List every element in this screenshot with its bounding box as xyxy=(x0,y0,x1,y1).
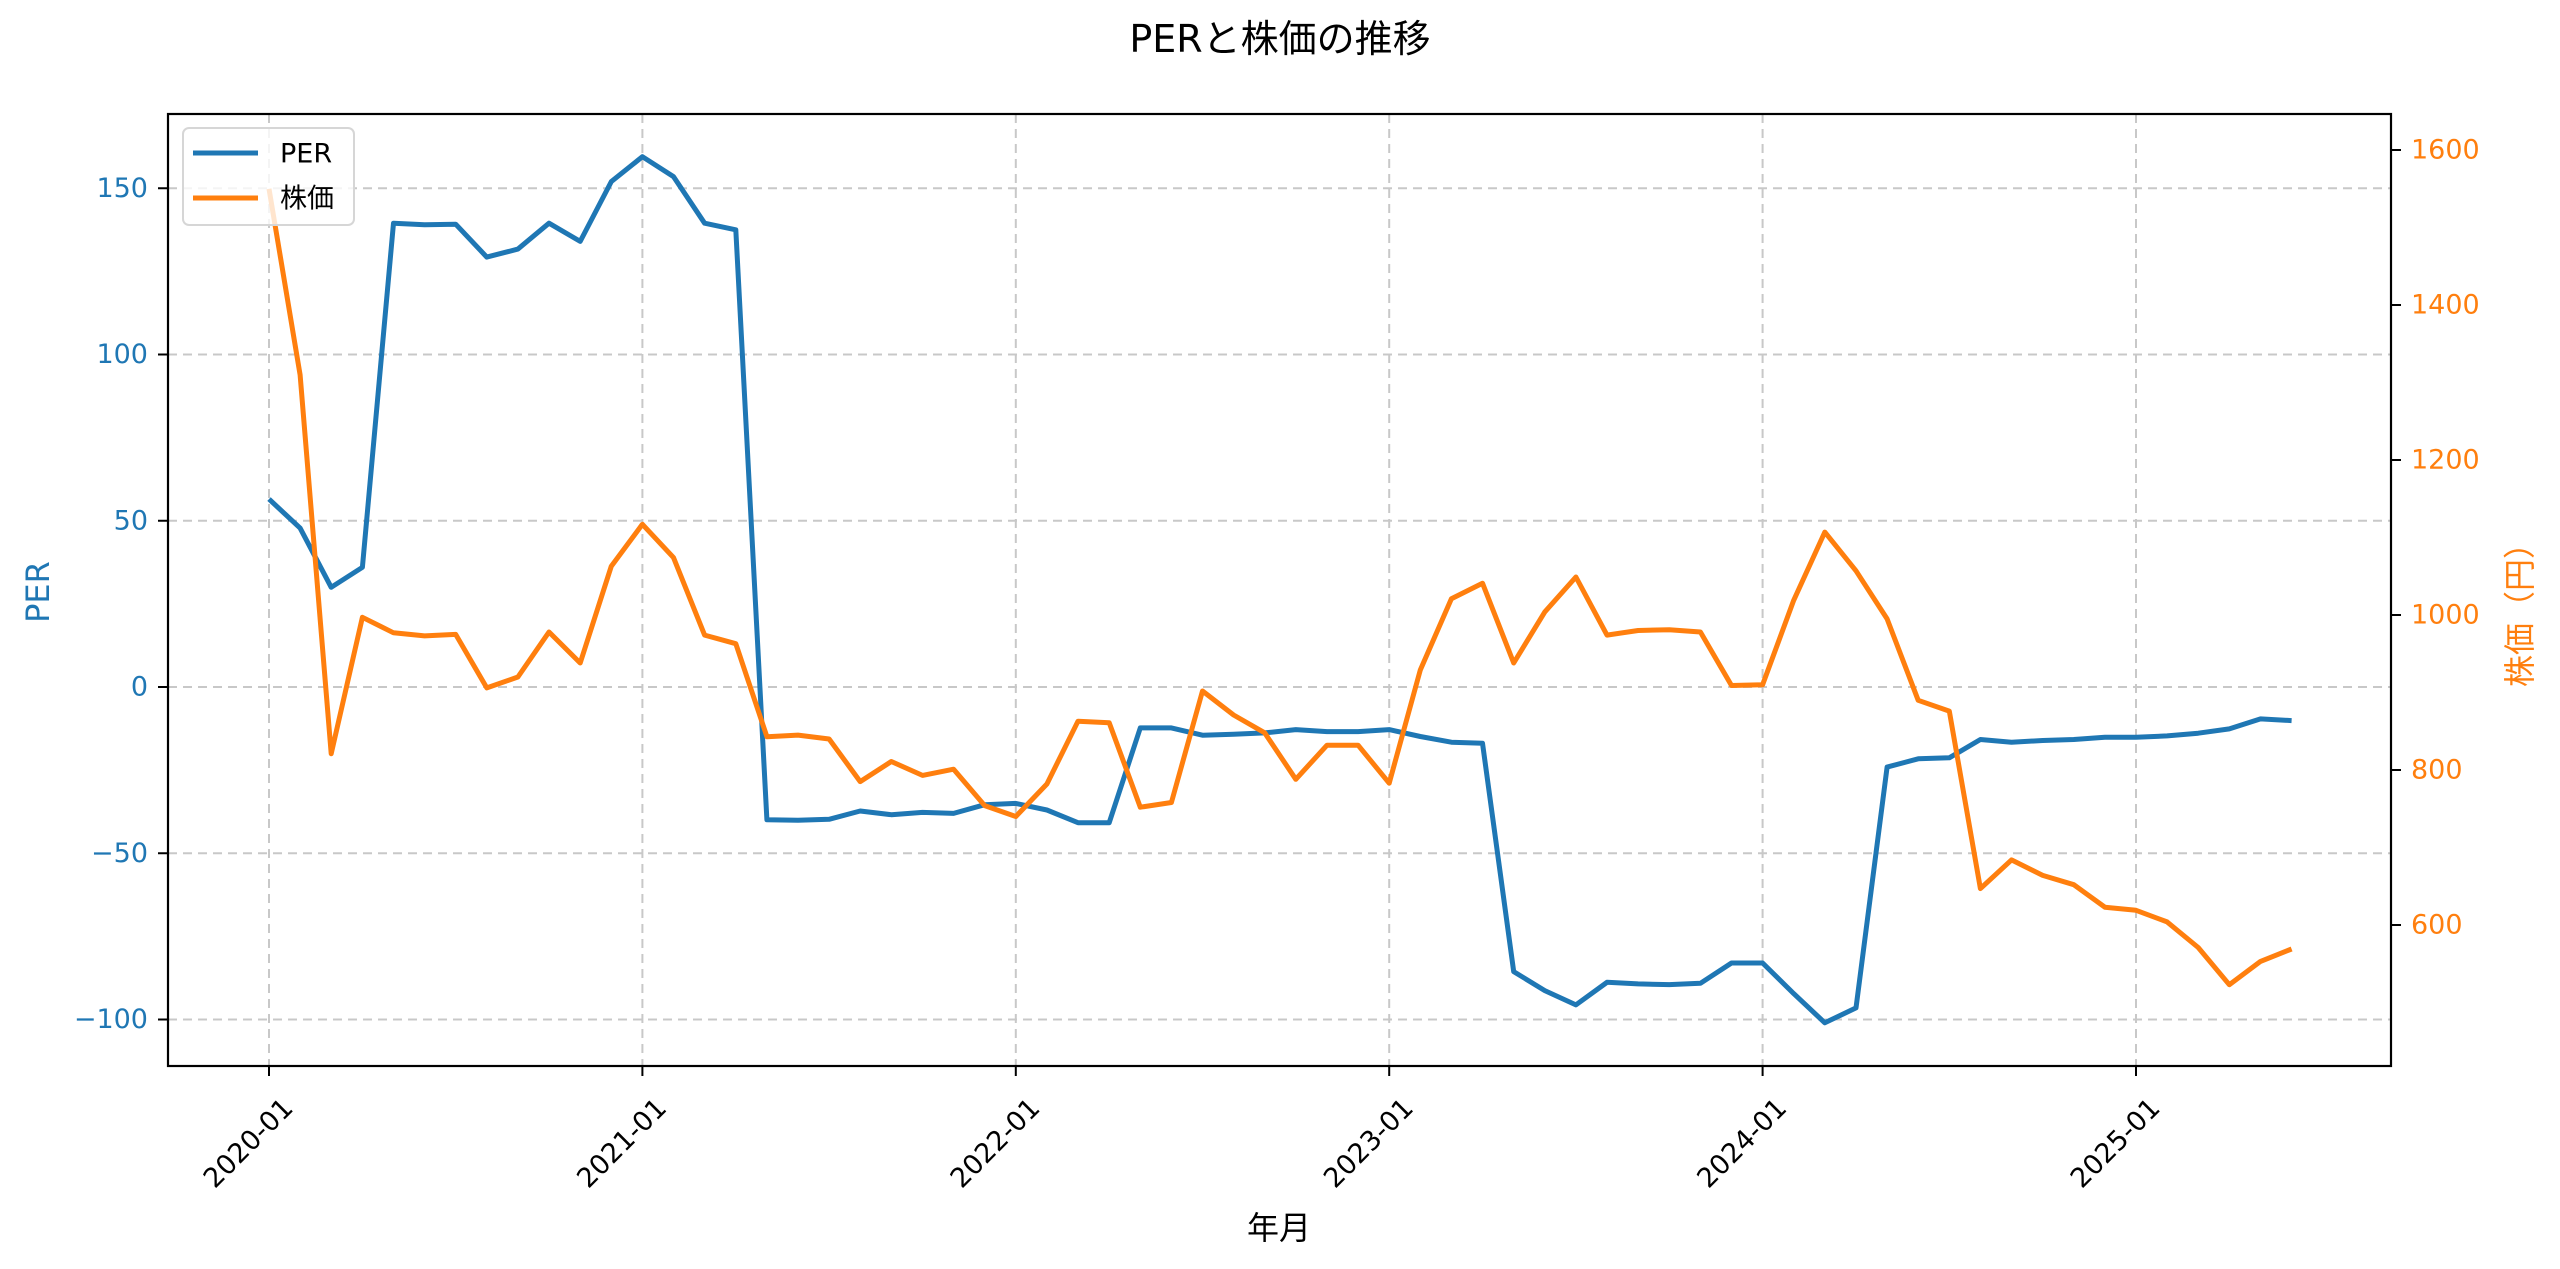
plot-frame xyxy=(166,112,2393,1068)
price-line xyxy=(266,188,2293,988)
gridlines xyxy=(168,114,2391,1066)
y-axis-left-title: PER xyxy=(19,561,57,623)
right-y-axis: 600 800 1000 1200 1400 1600 xyxy=(2391,135,2480,941)
y-axis-right-title: 株価（円） xyxy=(2501,527,2539,687)
y-left-tick-label: 0 xyxy=(131,672,148,703)
y-right-tick-label: 1000 xyxy=(2411,600,2480,631)
y-left-tick-label: 50 xyxy=(114,505,148,536)
legend: PER 株価 xyxy=(182,127,355,226)
y-left-tick-label: −50 xyxy=(91,838,148,869)
x-tick-label: 2024-01 xyxy=(1691,1093,1793,1195)
y-left-tick-label: −100 xyxy=(74,1004,148,1035)
x-tick-label: 2025-01 xyxy=(2065,1093,2167,1195)
y-right-tick-label: 1400 xyxy=(2411,290,2480,321)
y-left-tick-label: 100 xyxy=(96,339,148,370)
y-right-tick-label: 600 xyxy=(2411,910,2463,941)
x-axis-title: 年月 xyxy=(1247,1209,1311,1247)
x-tick-label: 2022-01 xyxy=(945,1093,1047,1195)
y-left-tick-label: 150 xyxy=(96,173,148,204)
legend-label-per: PER xyxy=(280,139,332,170)
chart-title: PERと株価の推移 xyxy=(1129,17,1430,61)
y-right-tick-label: 800 xyxy=(2411,755,2463,786)
y-right-tick-label: 1200 xyxy=(2411,445,2480,476)
y-right-tick-label: 1600 xyxy=(2411,135,2480,166)
x-tick-label: 2020-01 xyxy=(198,1093,300,1195)
x-tick-label: 2023-01 xyxy=(1318,1093,1420,1195)
per-line xyxy=(267,154,2292,1026)
left-y-axis: −100 −50 0 50 100 150 xyxy=(74,173,168,1035)
x-axis: 2020-01 2021-01 2022-01 2023-01 2024-01 2025-… xyxy=(198,1066,2167,1194)
legend-label-price: 株価 xyxy=(280,184,334,215)
series-lines xyxy=(266,154,2293,1026)
x-tick-label: 2021-01 xyxy=(571,1093,673,1195)
